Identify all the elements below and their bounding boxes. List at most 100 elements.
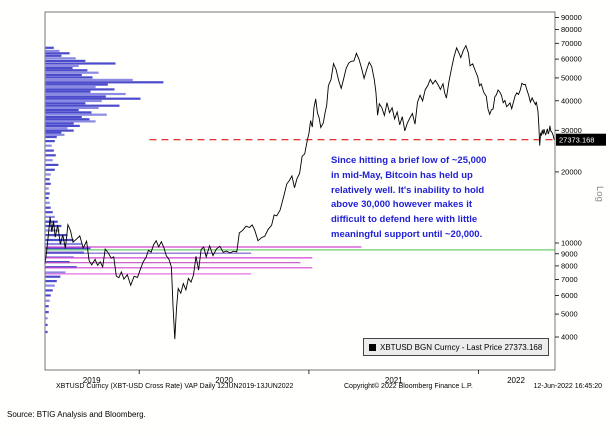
y-axis-tick-label: 9000 — [561, 249, 578, 258]
volume-profile-bar — [45, 111, 92, 114]
y-axis-tick-label: 7000 — [561, 275, 578, 284]
x-axis-year-label: 2021 — [385, 376, 403, 385]
price-line — [44, 44, 555, 340]
volume-profile-bar — [45, 76, 93, 79]
volume-profile-bar — [45, 140, 55, 143]
volume-profile-bar — [45, 106, 99, 109]
volume-profile-bar — [45, 109, 79, 112]
volume-profile-bar — [45, 289, 53, 292]
source-note: Source: BTIG Analysis and Bloomberg. — [7, 410, 146, 419]
volume-profile-bar — [45, 196, 49, 200]
x-axis-year-label: 2019 — [83, 376, 101, 385]
y-axis-tick-label: 70000 — [561, 39, 582, 48]
volume-profile-bar — [45, 54, 62, 57]
volume-profile-bar — [45, 234, 68, 237]
volume-profile-bar — [45, 133, 65, 136]
last-price-marker-label: 27373.168 — [559, 136, 594, 145]
volume-profile-bar — [45, 52, 70, 55]
volume-profile-bar — [45, 78, 133, 81]
volume-profile-bar — [45, 149, 54, 152]
volume-profile-bar — [45, 173, 51, 176]
y-axis-tick-label: 5000 — [561, 310, 578, 319]
volume-profile-bar — [45, 81, 164, 84]
volume-profile-bar — [45, 73, 82, 77]
volume-profile-bar — [45, 144, 52, 147]
volume-profile-bar — [45, 92, 126, 96]
chart-footer-description: XBTUSD Curncy (XBT-USD Cross Rate) VAP D… — [56, 383, 294, 390]
volume-profile-bar — [45, 247, 91, 250]
volume-profile-bar — [45, 242, 82, 246]
volume-profile-bar — [45, 330, 48, 334]
volume-profile-bar — [45, 178, 50, 181]
log-scale-axis-label: Log — [594, 186, 605, 202]
volume-profile-bar — [45, 131, 62, 134]
volume-profile-bar — [45, 57, 76, 60]
volume-profile-bar — [45, 64, 79, 67]
volume-profile-bar — [45, 187, 49, 190]
y-axis-tick-label: 60000 — [561, 55, 582, 64]
volume-profile-bar — [45, 284, 55, 287]
volume-profile-bar — [45, 90, 91, 93]
volume-profile-bar — [45, 104, 120, 107]
legend-box: XBTUSD BGN Curncy - Last Price 27373.168 — [363, 338, 549, 356]
volume-profile-bar — [45, 201, 50, 204]
volume-profile-bar — [45, 62, 116, 65]
volume-profile-bar — [45, 159, 53, 162]
y-axis-tick-label: 40000 — [561, 96, 582, 105]
volume-profile-bar — [45, 305, 49, 308]
volume-profile-bar — [45, 127, 68, 130]
price-chart-svg: 90000 80000 70000 60000 50000 40000 30000 20000… — [44, 11, 606, 385]
volume-profile-bar — [45, 71, 99, 74]
volume-profile-bar — [45, 229, 60, 232]
chart-footer-copyright: Copyright© 2022 Bloomberg Finance L.P. — [344, 383, 473, 390]
volume-profile-bar — [45, 211, 53, 214]
volume-profile-bar — [45, 124, 80, 127]
volume-profile-bar — [45, 275, 61, 278]
volume-profile-bar — [45, 83, 108, 86]
volume-profile-bar — [45, 206, 51, 209]
volume-profile-bar — [45, 294, 51, 297]
volume-profile-bar — [45, 168, 55, 171]
volume-profile-bar — [45, 88, 115, 91]
plot-frame — [44, 11, 556, 371]
volume-profile-bar — [45, 154, 56, 157]
volume-profile-bar — [45, 192, 50, 195]
volume-profile-bar — [45, 59, 86, 62]
volume-profile-bar — [45, 116, 82, 119]
volume-profile-bar — [45, 182, 51, 185]
y-axis-tick-label: 4000 — [561, 333, 578, 342]
volume-profile-bar — [45, 86, 96, 89]
last-price-marker — [556, 133, 606, 146]
annotation-text: Since hitting a brief low of ~25,000 in … — [331, 155, 487, 240]
volume-profile-bar — [45, 299, 50, 302]
y-axis-tick-label: 80000 — [561, 25, 582, 34]
volume-profile-bar — [45, 323, 48, 326]
volume-profile-bar — [45, 46, 54, 49]
volume-profile-bar — [45, 215, 55, 218]
y-axis-tick-label: 50000 — [561, 74, 582, 83]
volume-profile-bar — [45, 311, 49, 314]
y-axis-tick-label: 8000 — [561, 262, 578, 271]
y-axis-tick-label: 6000 — [561, 291, 578, 300]
volume-profile-bar — [45, 99, 102, 103]
y-axis-tick-label: 90000 — [561, 13, 582, 22]
volume-profile-bar — [45, 120, 96, 123]
volume-profile-bar — [45, 220, 58, 223]
y-axis-tick-label: 30000 — [561, 126, 582, 135]
y-axis-tick-label: 10000 — [561, 239, 582, 248]
volume-profile-bar — [45, 122, 74, 125]
x-axis-year-label: 2022 — [507, 376, 525, 385]
chart-footer-timestamp: 12-Jun-2022 16:45:20 — [533, 383, 603, 390]
volume-profile-bar — [45, 102, 86, 105]
volume-profile-bar — [45, 135, 57, 139]
volume-profile-bar — [45, 49, 60, 52]
volume-profile-bar — [45, 163, 59, 166]
volume-profile-bar — [45, 118, 90, 121]
volume-profile-bar — [45, 224, 62, 228]
legend-swatch-icon — [369, 343, 376, 351]
volume-profile-bar — [45, 69, 88, 72]
volume-profile-bar — [45, 67, 73, 70]
volume-profile-bar — [45, 97, 141, 100]
y-axis-tick-label: 20000 — [561, 168, 582, 177]
